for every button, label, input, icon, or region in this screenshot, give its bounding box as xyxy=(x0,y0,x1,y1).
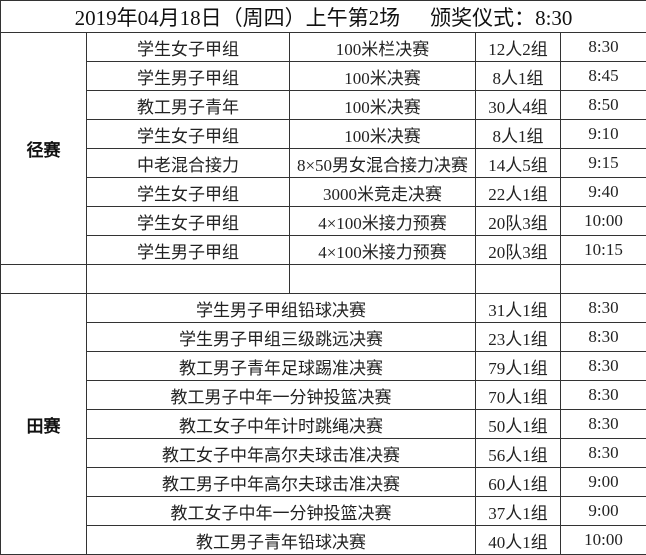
time-cell: 8:50 xyxy=(559,90,646,120)
date-session: 2019年04月18日（周四）上午第2场 xyxy=(74,5,401,30)
table-row: 学生女子甲组 4×100米接力预赛 20队3组 10:00 xyxy=(1,206,646,236)
table-row: 学生女子甲组 100米决赛 8人1组 9:10 xyxy=(1,119,646,149)
group-cell: 学生女子甲组 xyxy=(86,119,290,149)
time-cell: 10:15 xyxy=(559,235,646,265)
participants-cell: 14人5组 xyxy=(475,148,561,178)
participants-cell: 60人1组 xyxy=(475,467,561,497)
event-cell: 教工男子青年铅球决赛 xyxy=(86,525,476,555)
category-track: 径赛 xyxy=(0,32,87,265)
event-cell: 100米决赛 xyxy=(289,61,476,91)
participants-cell: 31人1组 xyxy=(475,293,561,323)
time-cell: 9:40 xyxy=(559,177,646,207)
event-cell: 3000米竞走决赛 xyxy=(289,177,476,207)
table-row: 学生女子甲组 3000米竞走决赛 22人1组 9:40 xyxy=(1,177,646,207)
schedule-title: 2019年04月18日（周四）上午第2场 颁奖仪式：8:30 xyxy=(0,0,646,33)
participants-cell: 70人1组 xyxy=(475,380,561,410)
table-row: 教工男子青年铅球决赛 40人1组 10:00 xyxy=(1,525,646,555)
event-cell: 学生男子甲组三级跳远决赛 xyxy=(86,322,476,352)
blank-cell xyxy=(0,264,87,294)
table-row: 学生男子甲组 100米决赛 8人1组 8:45 xyxy=(1,61,646,91)
group-cell: 教工男子青年 xyxy=(86,90,290,120)
group-cell: 中老混合接力 xyxy=(86,148,290,178)
participants-cell: 37人1组 xyxy=(475,496,561,526)
table-row: 教工男子中年高尔夫球击准决赛 60人1组 9:00 xyxy=(1,467,646,497)
table-row: 教工女子中年高尔夫球击准决赛 56人1组 8:30 xyxy=(1,438,646,468)
title-row: 2019年04月18日（周四）上午第2场 颁奖仪式：8:30 xyxy=(0,0,646,33)
event-cell: 教工女子中年计时跳绳决赛 xyxy=(86,409,476,439)
participants-cell: 50人1组 xyxy=(475,409,561,439)
participants-cell: 23人1组 xyxy=(475,322,561,352)
group-cell: 学生女子甲组 xyxy=(86,206,290,236)
event-cell: 教工男子中年高尔夫球击准决赛 xyxy=(86,467,476,497)
time-cell: 8:45 xyxy=(559,61,646,91)
time-cell: 8:30 xyxy=(559,409,646,439)
time-cell: 8:30 xyxy=(559,380,646,410)
table-row: 教工男子青年 100米决赛 30人4组 8:50 xyxy=(1,90,646,120)
event-cell: 8×50男女混合接力决赛 xyxy=(289,148,476,178)
group-cell: 学生女子甲组 xyxy=(86,177,290,207)
event-cell: 100米决赛 xyxy=(289,90,476,120)
participants-cell: 56人1组 xyxy=(475,438,561,468)
table-row: 教工男子中年一分钟投篮决赛 70人1组 8:30 xyxy=(1,380,646,410)
blank-cell xyxy=(289,264,476,294)
time-cell: 8:30 xyxy=(559,293,646,323)
blank-row xyxy=(0,264,646,294)
event-cell: 教工男子青年足球踢准决赛 xyxy=(86,351,476,381)
time-cell: 9:10 xyxy=(559,119,646,149)
table-row: 教工女子中年计时跳绳决赛 50人1组 8:30 xyxy=(1,409,646,439)
group-cell: 学生男子甲组 xyxy=(86,61,290,91)
participants-cell: 40人1组 xyxy=(475,525,561,555)
event-cell: 教工男子中年一分钟投篮决赛 xyxy=(86,380,476,410)
participants-cell: 8人1组 xyxy=(475,119,561,149)
time-cell: 8:30 xyxy=(559,322,646,352)
event-cell: 4×100米接力预赛 xyxy=(289,235,476,265)
participants-cell: 79人1组 xyxy=(475,351,561,381)
table-row: 学生男子甲组 4×100米接力预赛 20队3组 10:15 xyxy=(1,235,646,265)
participants-cell: 20队3组 xyxy=(475,206,561,236)
blank-cell xyxy=(86,264,290,294)
award-ceremony: 颁奖仪式：8:30 xyxy=(430,5,573,30)
event-cell: 100米决赛 xyxy=(289,119,476,149)
participants-cell: 30人4组 xyxy=(475,90,561,120)
time-cell: 10:00 xyxy=(559,206,646,236)
event-cell: 4×100米接力预赛 xyxy=(289,206,476,236)
table-row: 教工女子中年一分钟投篮决赛 37人1组 9:00 xyxy=(1,496,646,526)
blank-cell xyxy=(559,264,646,294)
event-cell: 学生男子甲组铅球决赛 xyxy=(86,293,476,323)
group-cell: 学生男子甲组 xyxy=(86,235,290,265)
time-cell: 10:00 xyxy=(559,525,646,555)
time-cell: 9:00 xyxy=(559,496,646,526)
category-field: 田赛 xyxy=(0,293,87,555)
event-cell: 教工女子中年高尔夫球击准决赛 xyxy=(86,438,476,468)
table-row: 教工男子青年足球踢准决赛 79人1组 8:30 xyxy=(1,351,646,381)
blank-cell xyxy=(475,264,561,294)
table-row: 学生男子甲组三级跳远决赛 23人1组 8:30 xyxy=(1,322,646,352)
table-row: 田赛 学生男子甲组铅球决赛 31人1组 8:30 xyxy=(0,293,646,555)
participants-cell: 22人1组 xyxy=(475,177,561,207)
event-cell: 100米栏决赛 xyxy=(289,32,476,62)
participants-cell: 12人2组 xyxy=(475,32,561,62)
time-cell: 8:30 xyxy=(559,438,646,468)
time-cell: 9:00 xyxy=(559,467,646,497)
participants-cell: 20队3组 xyxy=(475,235,561,265)
table-row: 径赛 学生女子甲组 100米栏决赛 12人2组 8:30 xyxy=(0,32,646,265)
time-cell: 8:30 xyxy=(559,32,646,62)
participants-cell: 8人1组 xyxy=(475,61,561,91)
time-cell: 8:30 xyxy=(559,351,646,381)
group-cell: 学生女子甲组 xyxy=(86,32,290,62)
table-row: 中老混合接力 8×50男女混合接力决赛 14人5组 9:15 xyxy=(1,148,646,178)
time-cell: 9:15 xyxy=(559,148,646,178)
event-cell: 教工女子中年一分钟投篮决赛 xyxy=(86,496,476,526)
